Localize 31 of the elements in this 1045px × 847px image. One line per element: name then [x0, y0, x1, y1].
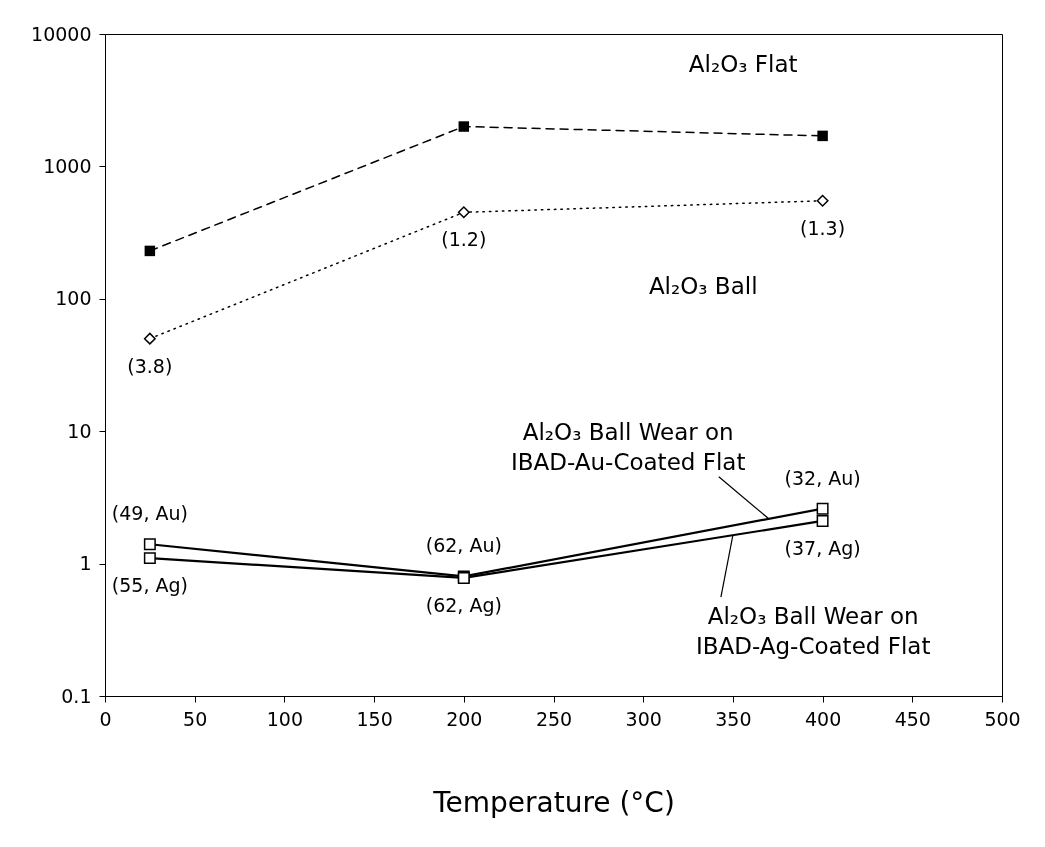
text: Al₂O₃ Flat [688, 51, 798, 78]
y-tick-label: 10 [67, 419, 92, 442]
x-tick-label: 200 [446, 707, 483, 730]
x-tick-label: 300 [625, 707, 662, 730]
y-tick-label: 10000 [31, 22, 92, 45]
x-tick-label: 250 [535, 707, 573, 730]
x-tick-label: 350 [715, 707, 752, 730]
x-tick-label: 500 [984, 707, 1021, 730]
annotation: (62, Ag) [425, 593, 502, 616]
text: Al₂O₃ Ball Wear on IBAD-Au-Coated Flat [510, 418, 746, 475]
x-tick-label: 0 [99, 707, 112, 730]
text: Al₂O₃ Ball Wear on IBAD-Ag-Coated Flat [695, 603, 931, 660]
annotation: (49, Au) [111, 502, 188, 525]
y-tick-label: 1000 [43, 154, 92, 177]
text: Al₂O₃ Ball [648, 272, 758, 299]
x-tick-label: 450 [894, 707, 931, 730]
y-tick-label: 0.1 [61, 684, 92, 707]
y-tick-label: 1 [79, 552, 92, 575]
annotation: (55, Ag) [111, 574, 188, 597]
x-tick-label: 400 [804, 707, 842, 730]
x-axis-title: Temperature (°C) [432, 785, 675, 819]
y-tick-label: 100 [55, 287, 92, 310]
x-tick-label: 150 [356, 707, 393, 730]
x-tick-label: 100 [266, 707, 304, 730]
annotation: (32, Au) [784, 466, 861, 489]
annotation: (37, Ag) [784, 536, 861, 559]
x-tick-label: 50 [183, 707, 208, 730]
annotation: (62, Au) [425, 534, 502, 557]
annotation: (1.3) [800, 216, 846, 239]
annotation: (1.2) [441, 228, 487, 251]
annotation: (3.8) [127, 354, 173, 377]
